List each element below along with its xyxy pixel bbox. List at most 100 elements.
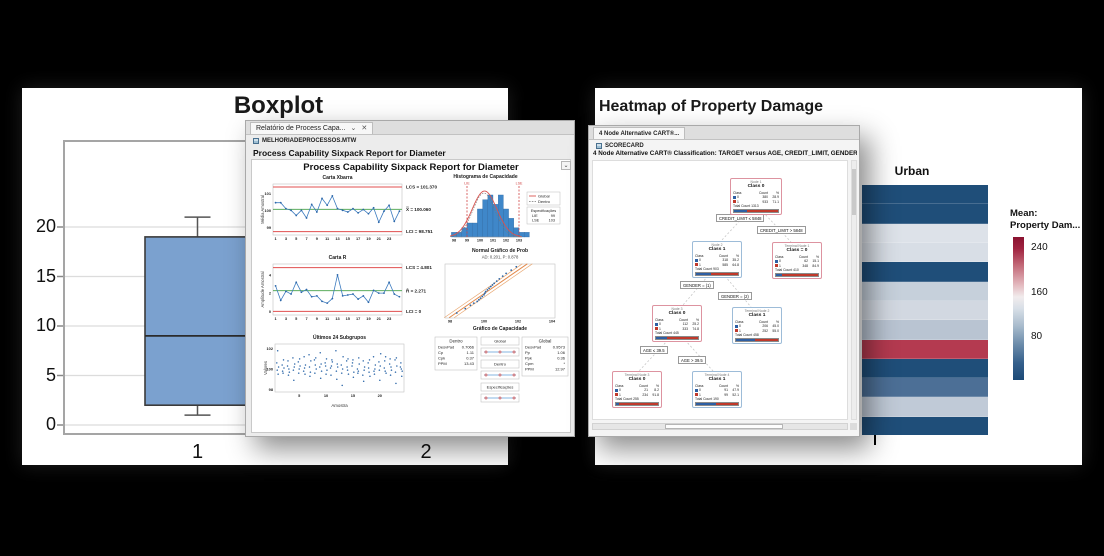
node-table-row: 1 933 71.1 (733, 200, 779, 204)
bar-class0 (656, 337, 667, 340)
row-pct: 71.1 (772, 199, 779, 204)
spec-label: LSE (516, 182, 523, 186)
series-point (290, 209, 292, 212)
node-table-row: 0 91 47.9 (695, 388, 739, 392)
data-point (368, 359, 371, 361)
scrollbar-thumb[interactable] (665, 424, 783, 429)
x-tick-label: 5 (298, 393, 301, 398)
node-table-header: Class Count% (655, 318, 699, 322)
data-point (388, 363, 391, 365)
series-point (372, 206, 375, 209)
data-point (330, 365, 333, 367)
tree-connector (724, 275, 752, 308)
data-point (346, 369, 349, 371)
scrollbar-thumb[interactable] (852, 169, 856, 215)
row-class: 1 (733, 200, 754, 204)
cart-tab[interactable]: 4 Node Alternative CART®... (593, 127, 686, 139)
data-point (363, 369, 365, 371)
row-pct: 55.0 (772, 328, 779, 333)
data-point (481, 295, 484, 298)
col-count: Count (758, 190, 768, 195)
data-point (389, 374, 392, 376)
subgroups-chart: Últimos 24 Subgrupos Valores 98 100 102 5 10 15… (263, 334, 405, 408)
series-point (388, 281, 390, 284)
data-point (346, 366, 348, 368)
data-point (464, 307, 467, 310)
series-point (290, 293, 292, 295)
data-point (353, 371, 355, 373)
row-count: 252 (762, 328, 768, 333)
stat-label: Cp (438, 350, 444, 355)
class-value: 0 (739, 324, 741, 329)
node-class-bar (655, 336, 699, 341)
specs-title: Especificações (531, 209, 556, 213)
report-options-button[interactable]: ⌄ (561, 161, 571, 170)
stat-label: PPM (525, 367, 534, 372)
node-table-row: 0 62 15.1 (775, 259, 819, 263)
tree-connector (684, 339, 714, 372)
box-1 (144, 216, 251, 416)
node-table-row: 0 380 28.9 (733, 195, 779, 199)
report-tab[interactable]: Relatório de Process Capa... ⌄ ✕ (250, 122, 374, 134)
chart-title: Histograma de Capacidade (453, 174, 517, 180)
data-point (395, 357, 398, 359)
stat-label: DesvPad (438, 345, 454, 350)
series-point (285, 290, 287, 293)
data-point (341, 384, 343, 387)
data-point (335, 349, 337, 352)
heatmap-cell (862, 358, 988, 379)
row-pct: 84.9 (812, 263, 819, 268)
hist-bar (472, 222, 478, 238)
row-class: 1 (615, 393, 634, 397)
x-tick-label: 11 (325, 236, 330, 241)
series-point (336, 207, 339, 210)
series-point (388, 204, 390, 207)
node-class-label: Class 0 (668, 311, 686, 317)
series-point (346, 294, 349, 296)
stat-label: Cpk (438, 356, 445, 361)
close-icon[interactable]: ✕ (361, 125, 368, 132)
series-point (326, 302, 329, 305)
bar-class0 (696, 403, 717, 406)
y-tick-label: 20 (35, 216, 56, 236)
series-point (346, 211, 349, 213)
window-tab-bar: Relatório de Process Capa... ⌄ ✕ (246, 121, 574, 135)
cart-tab-label: 4 Node Alternative CART®... (599, 130, 680, 137)
node-table-row: 1 234 91.8 (615, 393, 659, 397)
node-table-header: Class Count% (733, 191, 779, 195)
data-point (313, 359, 316, 361)
vertical-scrollbar[interactable] (851, 160, 857, 420)
stat-label: PPM (438, 361, 447, 366)
chart-title: Carta R (329, 255, 347, 261)
class-value: 0 (699, 258, 701, 263)
x-tick-label: 5 (295, 236, 298, 241)
class-color-swatch (695, 393, 698, 397)
y-axis-label: Valores (263, 361, 268, 375)
resize-handle[interactable] (850, 423, 857, 430)
x-tick-label: 104 (549, 320, 556, 324)
y-tick-label: 10 (35, 315, 56, 335)
chevron-down-icon[interactable]: ⌄ (350, 125, 357, 132)
node-total: Total Count 458 (735, 333, 759, 338)
data-point (319, 351, 321, 354)
stat-value: 1.11 (467, 350, 475, 355)
window-tab-bar: 4 Node Alternative CART®... (589, 126, 859, 140)
data-point (358, 363, 360, 365)
data-point (293, 366, 296, 368)
node-name: Terminal Node 3 (624, 373, 650, 377)
data-point (292, 357, 294, 359)
tree-node: Node 3 Class 0 Class Count% 0 112 25.2 1 333 74.8… (652, 305, 702, 343)
node-table-row: 1 348 84.9 (775, 264, 819, 268)
data-point (324, 362, 326, 364)
data-point (277, 366, 280, 368)
x-category-label: 1 (191, 441, 204, 463)
row-class: 0 (775, 259, 794, 263)
bar-class0 (734, 210, 747, 213)
horizontal-scrollbar[interactable] (592, 423, 848, 430)
y-tick-label: 101 (265, 191, 272, 196)
hist-bar (466, 222, 473, 238)
node-name: Node 1 (750, 180, 762, 184)
data-point (369, 375, 371, 377)
split-rule-label: CREDIT_LIMIT > 5848 (757, 226, 806, 234)
